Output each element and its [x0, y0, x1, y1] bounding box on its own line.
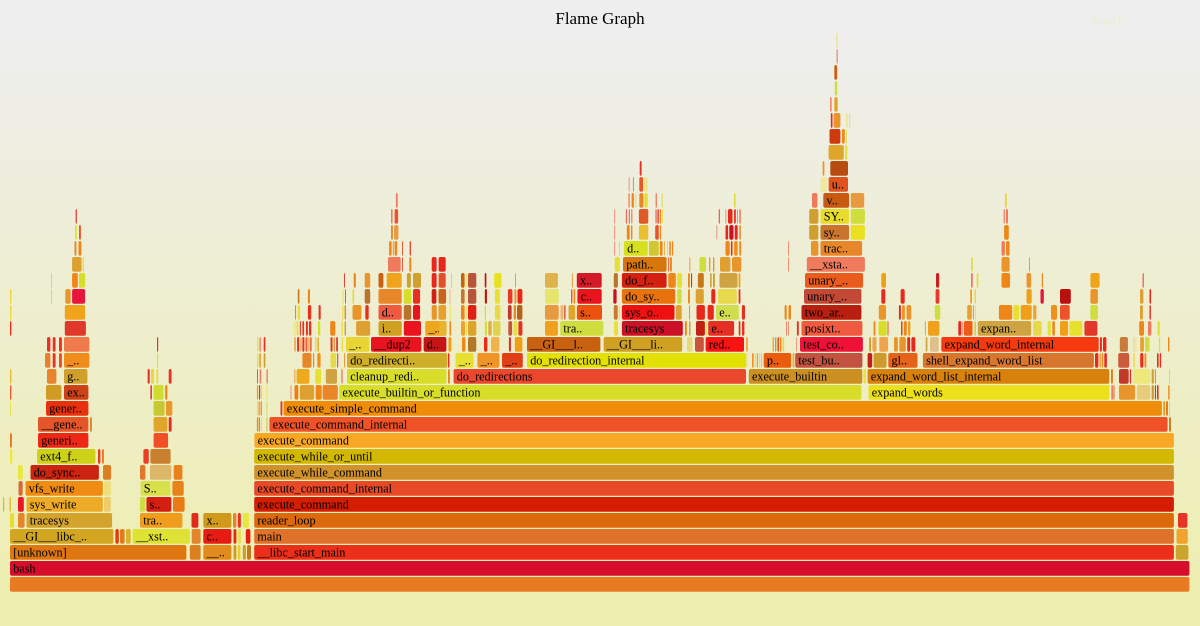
svg-text:ex..: ex..	[67, 385, 85, 399]
svg-text:reader_loop: reader_loop	[257, 513, 315, 527]
svg-text:e..: e..	[719, 305, 731, 319]
svg-text:__xsta..: __xsta..	[809, 257, 848, 271]
svg-text:do_sy..: do_sy..	[625, 289, 659, 303]
svg-text:execute_command_internal: execute_command_internal	[273, 417, 408, 431]
svg-text:execute_builtin: execute_builtin	[752, 369, 827, 383]
svg-text:[unknown]: [unknown]	[13, 545, 66, 559]
svg-text:sys_write: sys_write	[30, 497, 77, 511]
svg-text:tracesys: tracesys	[30, 513, 70, 527]
svg-text:execute_while_or_until: execute_while_or_until	[257, 449, 373, 463]
svg-text:__libc_start_main: __libc_start_main	[256, 545, 345, 559]
svg-text:c..: c..	[207, 529, 219, 543]
svg-text:ext4_f..: ext4_f..	[40, 449, 77, 463]
svg-text:path..: path..	[626, 257, 653, 271]
svg-text:unary_..: unary_..	[808, 273, 848, 287]
svg-text:S..: S..	[144, 481, 157, 495]
svg-text:execute_simple_command: execute_simple_command	[287, 401, 417, 415]
svg-text:_..: _..	[458, 353, 471, 367]
svg-text:_..: _..	[504, 353, 517, 367]
svg-text:main: main	[257, 529, 281, 543]
svg-text:vfs_write: vfs_write	[29, 481, 75, 495]
svg-text:trac..: trac..	[824, 241, 848, 255]
svg-text:i..: i..	[382, 321, 391, 335]
svg-text:s..: s..	[150, 497, 161, 511]
svg-text:_..: _..	[348, 337, 361, 351]
svg-text:cleanup_redi..: cleanup_redi..	[350, 369, 419, 383]
svg-text:_..: _..	[480, 353, 493, 367]
svg-text:_..: _..	[66, 353, 79, 367]
svg-text:d..: d..	[627, 241, 639, 255]
svg-text:__..: __..	[206, 545, 225, 559]
svg-text:gl..: gl..	[892, 353, 908, 367]
svg-text:__GI___li..: __GI___li..	[606, 337, 663, 351]
svg-text:tra..: tra..	[143, 513, 162, 527]
svg-text:v..: v..	[827, 193, 838, 207]
svg-text:red..: red..	[709, 337, 731, 351]
svg-text:execute_command: execute_command	[258, 433, 349, 447]
svg-text:d..: d..	[382, 305, 394, 319]
svg-text:do_redirections: do_redirections	[457, 369, 533, 383]
svg-text:bash: bash	[13, 561, 35, 575]
svg-text:__gene..: __gene..	[40, 417, 82, 431]
svg-text:tra..: tra..	[563, 321, 582, 335]
svg-text:__xst..: __xst..	[135, 529, 169, 543]
svg-text:__GI___l..: __GI___l..	[529, 337, 583, 351]
svg-text:do_redirecti..: do_redirecti..	[350, 353, 415, 367]
svg-text:x..: x..	[207, 513, 219, 527]
svg-text:s..: s..	[580, 305, 591, 319]
svg-text:__GI___libc_..: __GI___libc_..	[12, 529, 87, 543]
svg-text:do_redirection_internal: do_redirection_internal	[530, 353, 645, 367]
svg-text:do_f..: do_f..	[625, 273, 653, 287]
svg-text:x..: x..	[580, 273, 592, 287]
svg-text:sys_o..: sys_o..	[625, 305, 659, 319]
svg-text:two_ar..: two_ar..	[805, 305, 844, 319]
svg-text:u..: u..	[832, 177, 844, 191]
svg-text:sy..: sy..	[824, 225, 840, 239]
svg-text:shell_expand_word_list: shell_expand_word_list	[926, 353, 1043, 367]
svg-text:expand_words: expand_words	[872, 385, 943, 399]
svg-text:expand_word_list_internal: expand_word_list_internal	[871, 369, 1002, 383]
svg-text:p..: p..	[767, 353, 779, 367]
svg-text:Flame Graph: Flame Graph	[555, 9, 645, 28]
svg-text:execute_builtin_or_function: execute_builtin_or_function	[342, 385, 480, 399]
svg-text:d..: d..	[427, 337, 439, 351]
svg-text:__dup2: __dup2	[373, 337, 411, 351]
svg-text:tracesys: tracesys	[625, 321, 665, 335]
svg-text:execute_command_internal: execute_command_internal	[257, 481, 392, 495]
svg-text:generi..: generi..	[41, 433, 78, 447]
svg-text:expand_word_internal: expand_word_internal	[945, 337, 1055, 351]
svg-text:gener..: gener..	[49, 401, 81, 415]
svg-text:execute_command: execute_command	[257, 497, 348, 511]
svg-text:test_co..: test_co..	[803, 337, 844, 351]
svg-text:SY..: SY..	[824, 209, 844, 223]
svg-text:execute_while_command: execute_while_command	[257, 465, 382, 479]
svg-text:posixt..: posixt..	[805, 321, 841, 335]
svg-text:e..: e..	[711, 321, 723, 335]
svg-text:do_sync..: do_sync..	[34, 465, 81, 479]
svg-text:unary_..: unary_..	[807, 289, 847, 303]
svg-text:g..: g..	[67, 369, 79, 383]
svg-text:expan..: expan..	[981, 321, 1016, 335]
svg-text:c..: c..	[581, 289, 593, 303]
svg-text:Search: Search	[1090, 14, 1125, 28]
svg-text:test_bu..: test_bu..	[798, 353, 839, 367]
svg-text:_..: _..	[427, 321, 440, 335]
